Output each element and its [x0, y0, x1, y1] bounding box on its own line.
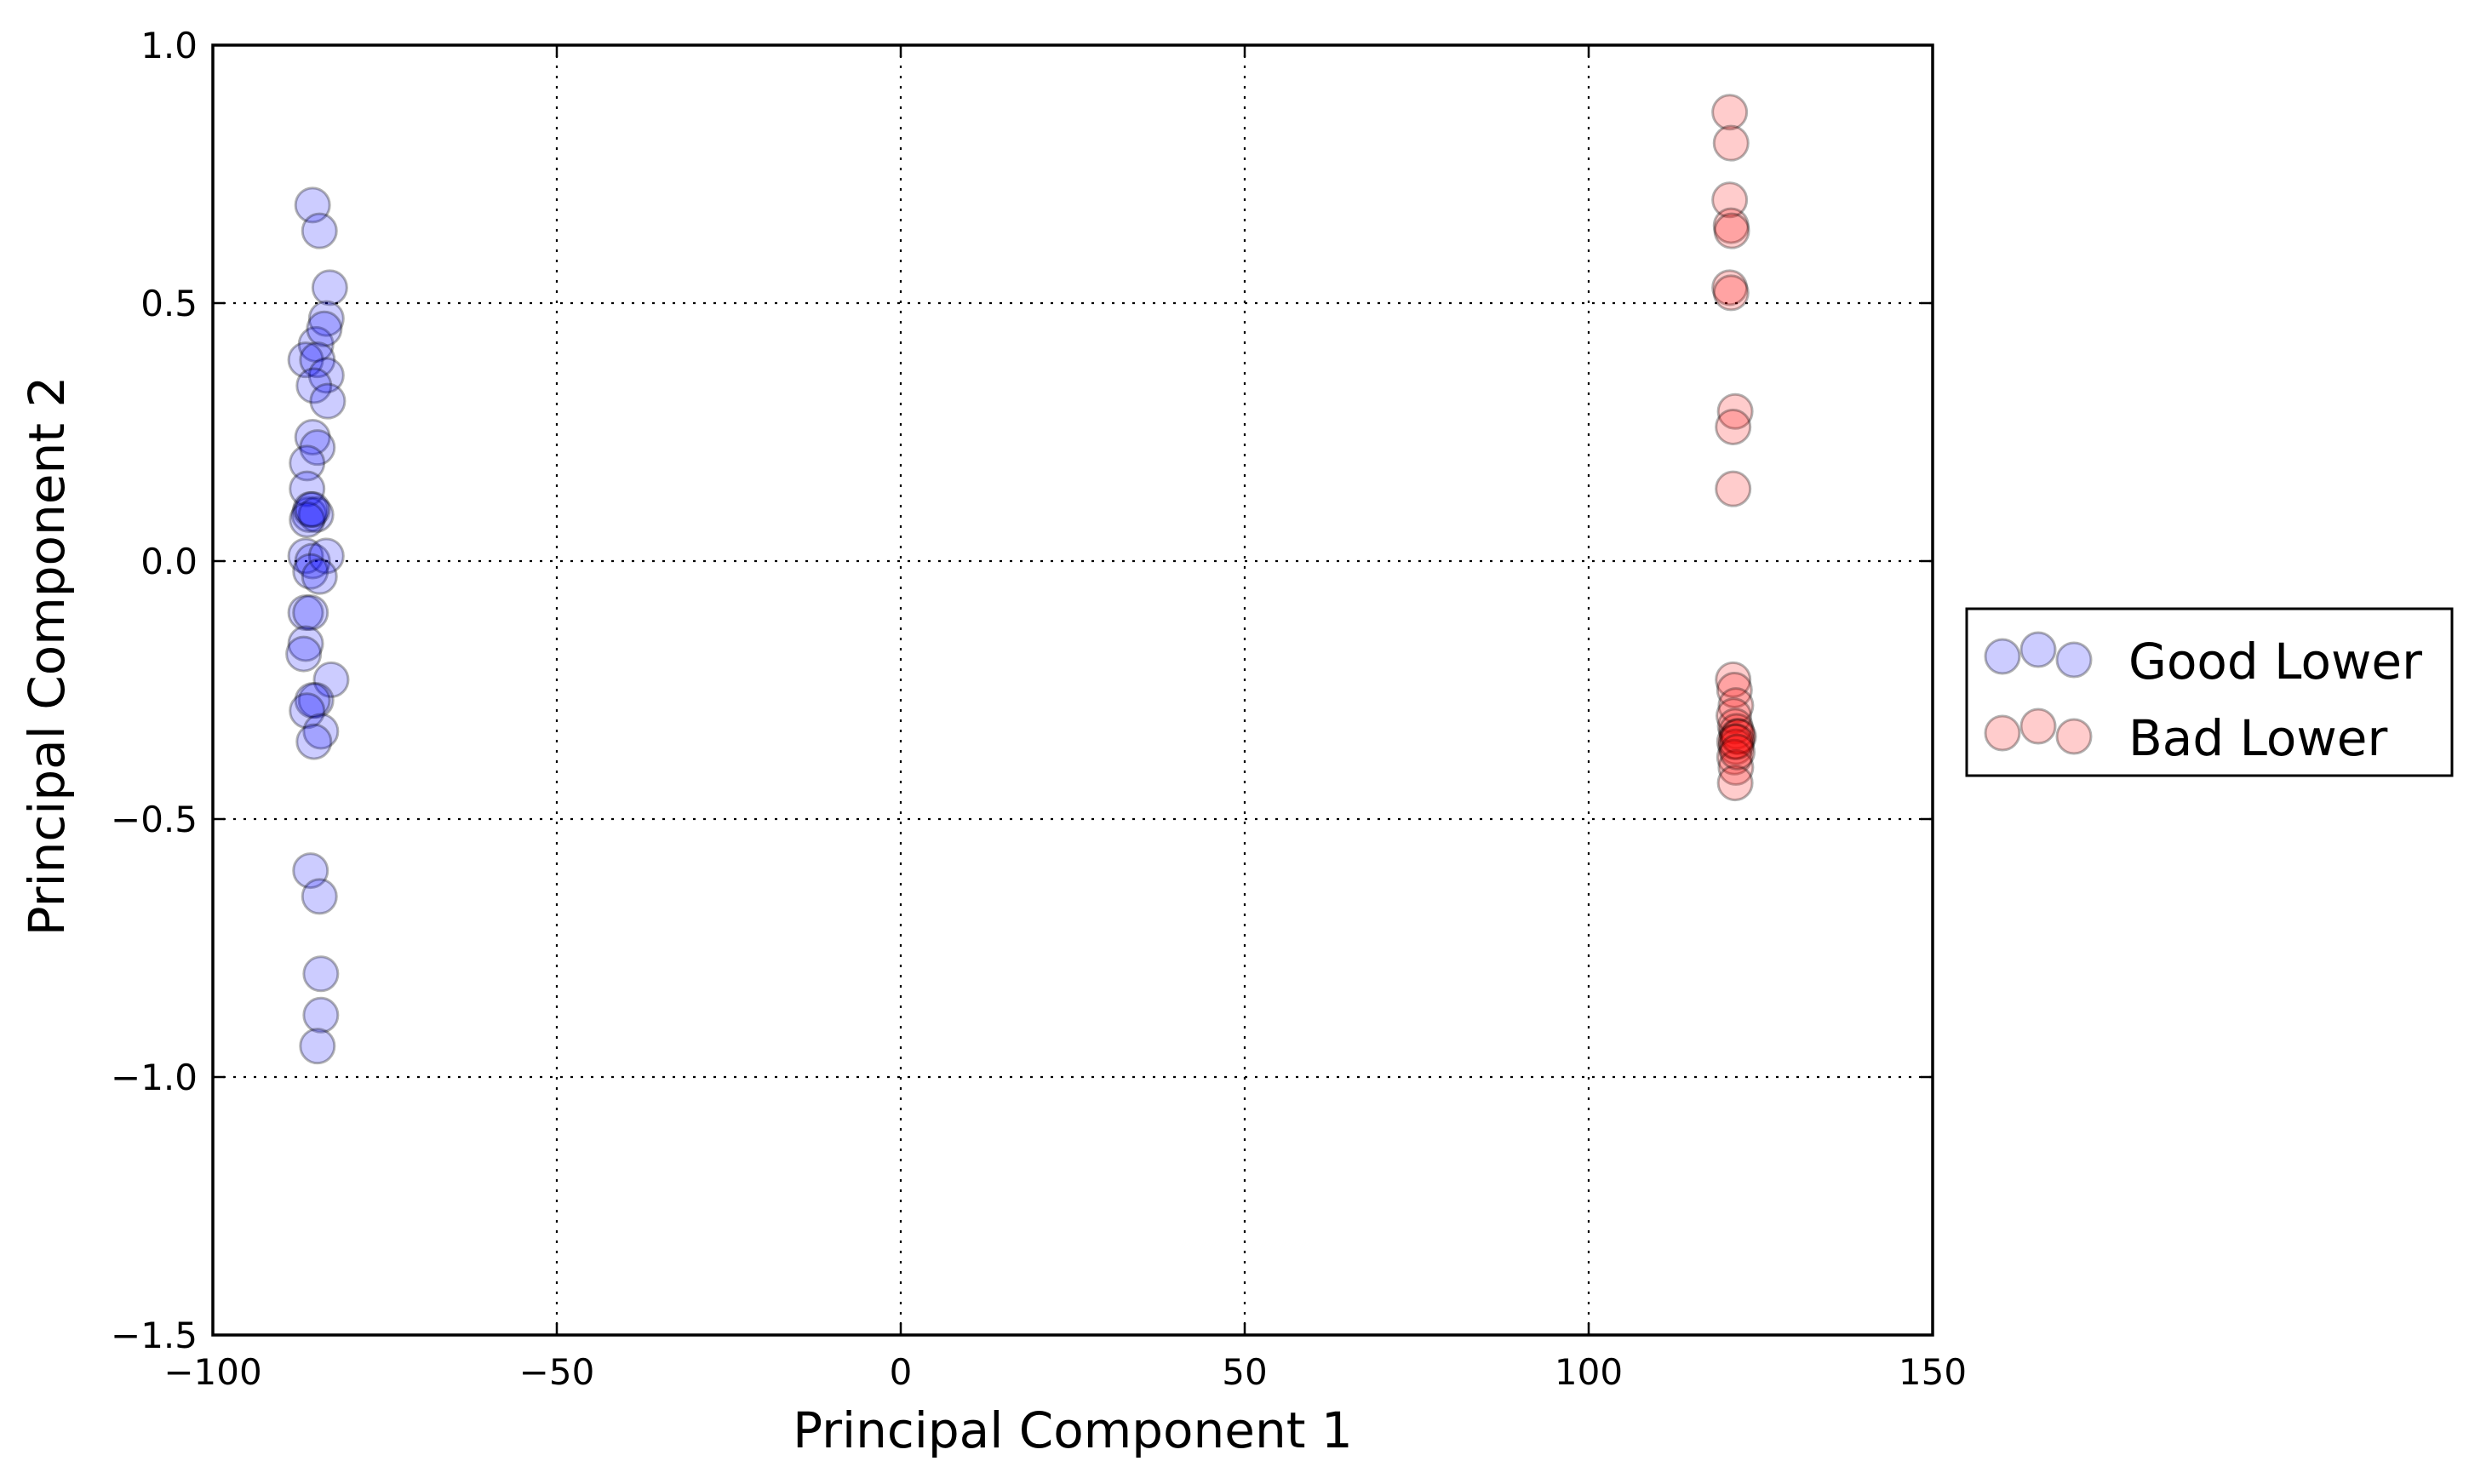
scatter-point-good-lower: [290, 496, 328, 533]
scatter-point-good-lower: [302, 955, 340, 993]
scatter-point-bad-lower: [1719, 733, 1756, 771]
scatter-point-bad-lower: [1711, 269, 1749, 307]
x-axis-title: Principal Component 1: [793, 1401, 1353, 1459]
scatter-point-good-lower: [289, 470, 326, 507]
scatter-point-bad-lower: [1718, 723, 1756, 760]
scatter-point-good-lower: [292, 553, 329, 590]
scatter-point-good-lower: [297, 325, 335, 363]
scatter-point-good-lower: [294, 490, 331, 528]
legend: Good Lower Bad Lower: [1965, 607, 2454, 777]
scatter-point-good-lower: [287, 341, 324, 379]
scatter-point-good-lower: [302, 996, 340, 1034]
scatter-point-good-lower: [306, 310, 343, 347]
scatter-point-bad-lower: [1711, 181, 1749, 219]
scatter-point-good-lower: [309, 382, 347, 420]
y-tick-label: 1.0: [140, 25, 198, 66]
x-tick-label: 150: [1899, 1351, 1967, 1393]
scatter-point-bad-lower: [1717, 687, 1755, 725]
x-tick-label: 100: [1555, 1351, 1623, 1393]
scatter-point-bad-lower: [1715, 697, 1752, 735]
legend-label-good-lower: Good Lower: [2128, 633, 2422, 690]
scatter-point-good-lower: [299, 341, 336, 379]
axis-ticks: [211, 43, 1934, 1337]
scatter-point-bad-lower: [1715, 470, 1752, 507]
scatter-point-good-lower: [287, 594, 324, 632]
y-tick-label: −0.5: [111, 799, 198, 840]
scatter-point-good-lower: [295, 723, 333, 760]
scatter-point-bad-lower: [1711, 94, 1749, 131]
scatter-point-bad-lower: [1716, 672, 1753, 708]
scatter-point-bad-lower: [1716, 708, 1754, 745]
x-tick-label: 50: [1222, 1351, 1267, 1393]
legend-label-bad-lower: Bad Lower: [2128, 709, 2387, 767]
scatter-point-good-lower: [294, 682, 331, 719]
grid-lines: [213, 45, 1933, 1335]
scatter-point-good-lower: [311, 269, 348, 307]
scatter-point-bad-lower: [1716, 723, 1753, 760]
scatter-point-bad-lower: [1718, 713, 1756, 750]
scatter-point-bad-lower: [1719, 718, 1756, 755]
data-points: [285, 94, 1757, 1065]
scatter-point-good-lower: [285, 635, 323, 673]
scatter-point-bad-lower: [1720, 718, 1757, 755]
scatter-point-bad-lower: [1716, 738, 1753, 776]
scatter-point-good-lower: [292, 490, 329, 528]
axis-tick-labels: −100 −50 0 50 100 150 1.0 0.5 0.0 −0.5 −1.0 −1.5: [111, 25, 1967, 1393]
scatter-point-bad-lower: [1712, 274, 1750, 312]
scatter-point-good-lower: [295, 367, 333, 404]
x-tick-label: −50: [519, 1351, 595, 1393]
scatter-point-good-lower: [297, 496, 335, 533]
legend-box: [1965, 607, 2454, 777]
scatter-point-good-lower: [312, 661, 350, 698]
y-tick-label: 0.5: [140, 283, 198, 324]
legend-marker: [2019, 631, 2057, 668]
scatter-point-good-lower: [299, 1028, 336, 1065]
scatter-point-good-lower: [289, 444, 326, 482]
scatter-point-good-lower: [287, 537, 324, 575]
x-tick-label: −100: [163, 1351, 261, 1393]
scatter-point-bad-lower: [1715, 408, 1752, 445]
scatter-point-good-lower: [294, 542, 331, 580]
legend-marker: [2019, 708, 2057, 745]
scatter-point-good-lower: [297, 682, 335, 719]
scatter-point-good-lower: [289, 501, 326, 539]
scatter-point-bad-lower: [1717, 748, 1755, 786]
scatter-point-bad-lower: [1716, 765, 1754, 802]
scatter-point-bad-lower: [1716, 392, 1754, 430]
scatter-point-good-lower: [301, 212, 338, 249]
legend-marker: [2055, 641, 2093, 679]
scatter-point-good-lower: [301, 878, 338, 915]
scatter-point-good-lower: [301, 558, 338, 595]
y-tick-label: −1.0: [111, 1057, 198, 1098]
y-tick-label: 0.0: [140, 541, 198, 582]
scatter-point-good-lower: [289, 692, 326, 730]
x-tick-label: 0: [890, 1351, 913, 1393]
scatter-point-good-lower: [307, 357, 345, 394]
plot-frame: [211, 43, 1934, 1337]
y-axis-title: Principal Component 2: [18, 376, 76, 937]
scatter-point-good-lower: [294, 419, 331, 456]
scatter-point-bad-lower: [1715, 661, 1752, 698]
scatter-point-good-lower: [302, 713, 340, 750]
scatter-point-good-lower: [292, 594, 329, 632]
scatter-point-good-lower: [294, 186, 331, 224]
scatter-point-good-lower: [299, 429, 336, 467]
legend-marker: [2055, 718, 2093, 755]
scatter-point-good-lower: [307, 537, 345, 575]
scatter-point-bad-lower: [1713, 212, 1750, 249]
legend-marker: [1984, 638, 2021, 675]
scatter-point-good-lower: [287, 625, 324, 662]
scatter-point-bad-lower: [1712, 124, 1750, 162]
scatter-point-good-lower: [307, 300, 345, 337]
y-tick-label: −1.5: [111, 1315, 198, 1356]
scatter-point-good-lower: [292, 852, 329, 890]
legend-marker: [1984, 714, 2021, 752]
scatter-point-bad-lower: [1717, 728, 1755, 765]
scatter-point-bad-lower: [1712, 207, 1750, 244]
